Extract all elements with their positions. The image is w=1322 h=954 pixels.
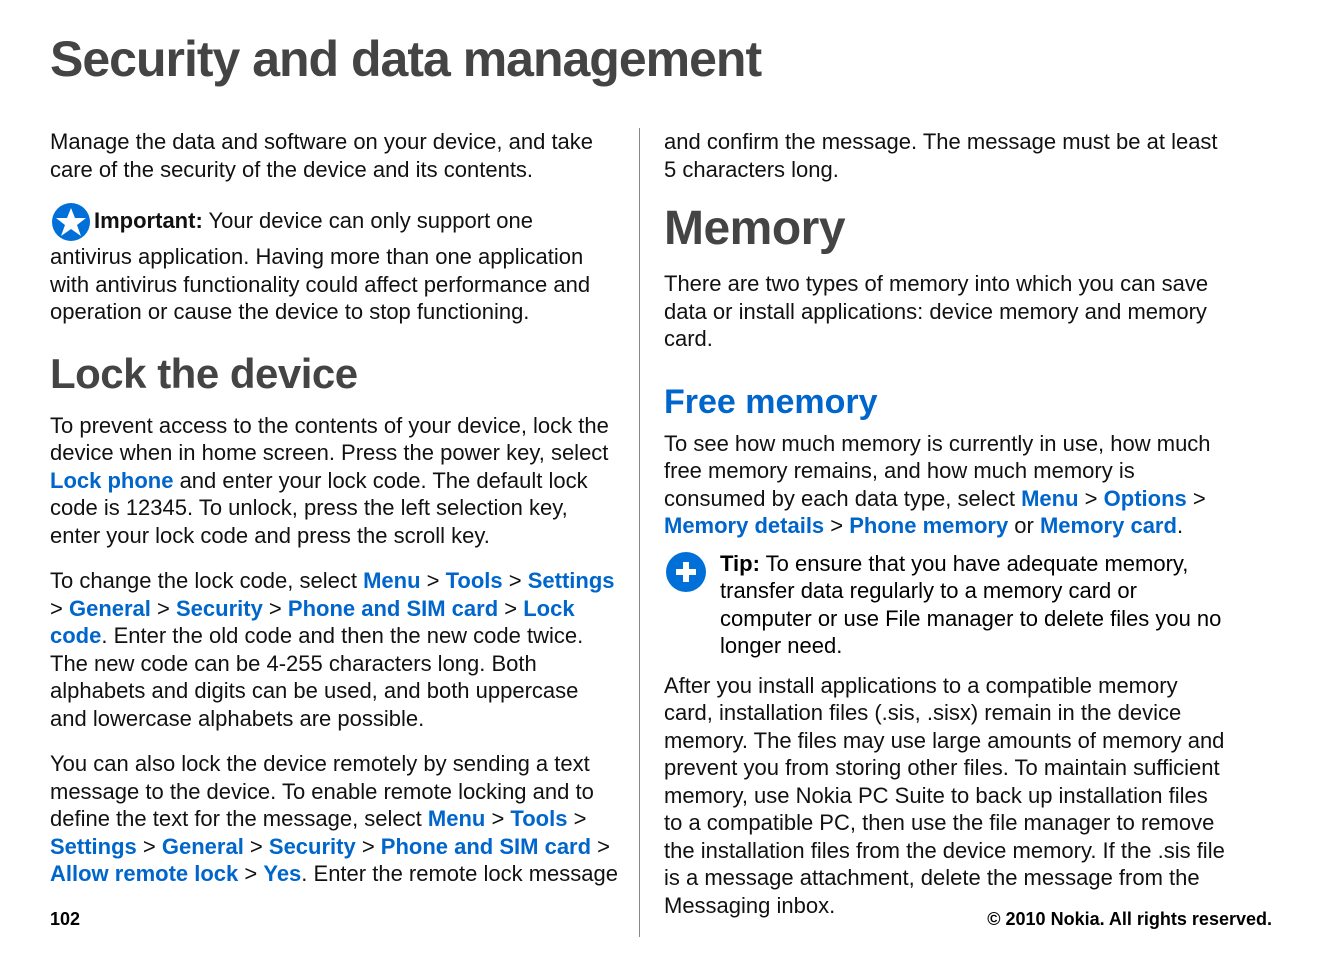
tip-icon [664,550,708,660]
tip-block: Tip: To ensure that you have adequate me… [664,550,1230,660]
link-settings[interactable]: Settings [528,568,615,593]
column-right: and confirm the message. The message mus… [640,128,1230,937]
link-security-2[interactable]: Security [269,834,356,859]
important-label: Important: [94,208,203,233]
link-security[interactable]: Security [176,596,263,621]
link-allow-remote[interactable]: Allow remote lock [50,861,238,886]
link-general-2[interactable]: General [162,834,244,859]
page: Security and data management Manage the … [0,0,1322,954]
content-columns: Manage the data and software on your dev… [50,128,1272,937]
link-tools-2[interactable]: Tools [510,806,567,831]
page-title: Security and data management [50,30,1272,88]
link-settings-2[interactable]: Settings [50,834,137,859]
link-lock-phone[interactable]: Lock phone [50,468,173,493]
footer: 102 © 2010 Nokia. All rights reserved. [50,909,1272,930]
page-number: 102 [50,909,80,930]
lock-p1: To prevent access to the contents of you… [50,412,619,550]
important-note: Important: Your device can only support … [50,201,619,326]
important-icon [50,201,92,243]
link-memory-card[interactable]: Memory card [1040,513,1177,538]
right-continuation: and confirm the message. The message mus… [664,128,1230,183]
memory-p2: After you install applications to a comp… [664,672,1230,920]
link-options[interactable]: Options [1104,486,1187,511]
link-menu-2[interactable]: Menu [428,806,485,831]
link-yes[interactable]: Yes [263,861,301,886]
link-tools[interactable]: Tools [446,568,503,593]
link-menu[interactable]: Menu [363,568,420,593]
link-mem-menu[interactable]: Menu [1021,486,1078,511]
lock-p3: You can also lock the device remotely by… [50,750,619,888]
lock-p2: To change the lock code, select Menu > T… [50,567,619,732]
intro-text: Manage the data and software on your dev… [50,128,619,183]
memory-p1: To see how much memory is currently in u… [664,430,1230,540]
memory-intro: There are two types of memory into which… [664,270,1230,353]
link-phone-sim[interactable]: Phone and SIM card [288,596,498,621]
link-general[interactable]: General [69,596,151,621]
column-left: Manage the data and software on your dev… [50,128,640,937]
link-mem-details[interactable]: Memory details [664,513,824,538]
lock-heading: Lock the device [50,350,619,398]
link-phone-sim-2[interactable]: Phone and SIM card [381,834,591,859]
link-phone-memory[interactable]: Phone memory [849,513,1008,538]
free-memory-heading: Free memory [664,383,1230,422]
memory-heading: Memory [664,201,1230,256]
tip-label: Tip: [720,551,760,576]
tip-text: Tip: To ensure that you have adequate me… [720,550,1230,660]
copyright: © 2010 Nokia. All rights reserved. [987,909,1272,930]
